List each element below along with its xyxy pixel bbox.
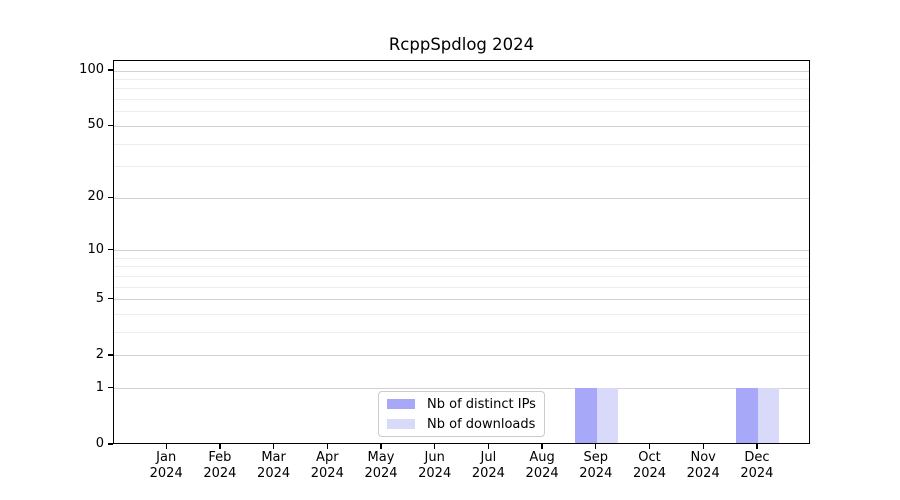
y-tick-label-2: 2: [95, 346, 104, 362]
gridline-major-50: [114, 125, 809, 127]
x-tick-label-may: May 2024: [364, 450, 398, 481]
bar-distinct-ips-sep: [575, 388, 597, 443]
x-tick-label-oct: Oct 2024: [632, 450, 667, 481]
x-tick-label-apr: Apr 2024: [310, 450, 344, 481]
x-tick-mark-oct: [648, 444, 651, 449]
gridline-minor-60: [114, 111, 809, 113]
gridline-major-5: [114, 299, 809, 301]
y-tick-mark-1: [108, 387, 113, 389]
x-tick-mark-dec: [756, 444, 758, 449]
x-tick-label-feb: Feb 2024: [203, 450, 237, 481]
x-tick-mark-jul: [487, 444, 490, 449]
gridline-minor-4: [114, 314, 809, 316]
legend: Nb of distinct IPs Nb of downloads: [378, 391, 545, 437]
gridline-major-10: [114, 250, 809, 252]
x-tick-mark-apr: [326, 444, 328, 449]
x-tick-mark-nov: [702, 444, 704, 449]
x-tick-label-nov: Nov 2024: [686, 450, 720, 481]
gridline-minor-90: [114, 78, 809, 80]
x-tick-mark-jun: [434, 444, 436, 449]
gridline-major-20: [114, 197, 809, 199]
legend-item-distinct-ips: Nb of distinct IPs: [379, 396, 544, 413]
y-tick-label-50: 50: [87, 117, 104, 133]
legend-label-downloads: Nb of downloads: [427, 416, 536, 432]
y-tick-mark-5: [108, 298, 113, 300]
plot-area: [113, 60, 810, 444]
gridline-minor-70: [114, 99, 809, 101]
gridline-minor-8: [114, 266, 809, 268]
gridline-major-2: [114, 355, 809, 357]
legend-label-distinct-ips: Nb of distinct IPs: [427, 396, 536, 412]
bar-downloads-sep: [596, 388, 619, 443]
x-tick-mark-may: [380, 444, 382, 449]
bar-distinct-ips-dec: [736, 388, 758, 443]
legend-swatch-downloads: [387, 419, 415, 429]
x-tick-label-mar: Mar 2024: [257, 450, 291, 481]
x-tick-label-aug: Aug 2024: [525, 450, 559, 481]
legend-swatch-distinct-ips: [387, 399, 415, 409]
x-tick-label-jan: Jan 2024: [149, 450, 183, 481]
x-tick-label-jul: Jul 2024: [471, 450, 505, 481]
gridline-minor-9: [114, 257, 809, 259]
gridline-major-100: [114, 70, 809, 72]
x-tick-mark-feb: [219, 444, 221, 449]
y-tick-mark-10: [108, 249, 113, 251]
x-tick-mark-jan: [165, 444, 167, 449]
y-tick-mark-100: [108, 69, 113, 71]
gridline-minor-80: [114, 88, 809, 90]
x-tick-mark-aug: [541, 444, 543, 449]
legend-item-downloads: Nb of downloads: [379, 416, 544, 433]
y-tick-label-20: 20: [87, 189, 104, 205]
x-tick-label-dec: Dec 2024: [740, 450, 774, 481]
gridline-major-1: [114, 388, 809, 390]
gridline-minor-30: [114, 166, 809, 168]
x-tick-label-jun: Jun 2024: [418, 450, 452, 481]
gridline-minor-40: [114, 143, 809, 145]
gridline-minor-7: [114, 275, 809, 277]
y-tick-mark-20: [108, 196, 113, 198]
gridline-minor-3: [114, 332, 809, 334]
y-tick-label-0: 0: [95, 436, 104, 451]
bar-downloads-dec: [757, 388, 780, 443]
x-tick-mark-mar: [272, 444, 275, 449]
gridline-minor-6: [114, 286, 809, 288]
y-tick-label-10: 10: [87, 241, 104, 257]
chart-title: RcppSpdlog 2024: [388, 35, 535, 54]
y-tick-label-5: 5: [95, 290, 104, 306]
y-tick-label-1: 1: [95, 379, 104, 395]
y-tick-mark-50: [108, 124, 113, 127]
y-tick-mark-0: [108, 443, 113, 445]
y-tick-label-100: 100: [79, 62, 104, 77]
x-tick-mark-sep: [595, 444, 597, 449]
x-tick-label-sep: Sep 2024: [579, 450, 613, 481]
y-tick-mark-2: [108, 354, 113, 356]
